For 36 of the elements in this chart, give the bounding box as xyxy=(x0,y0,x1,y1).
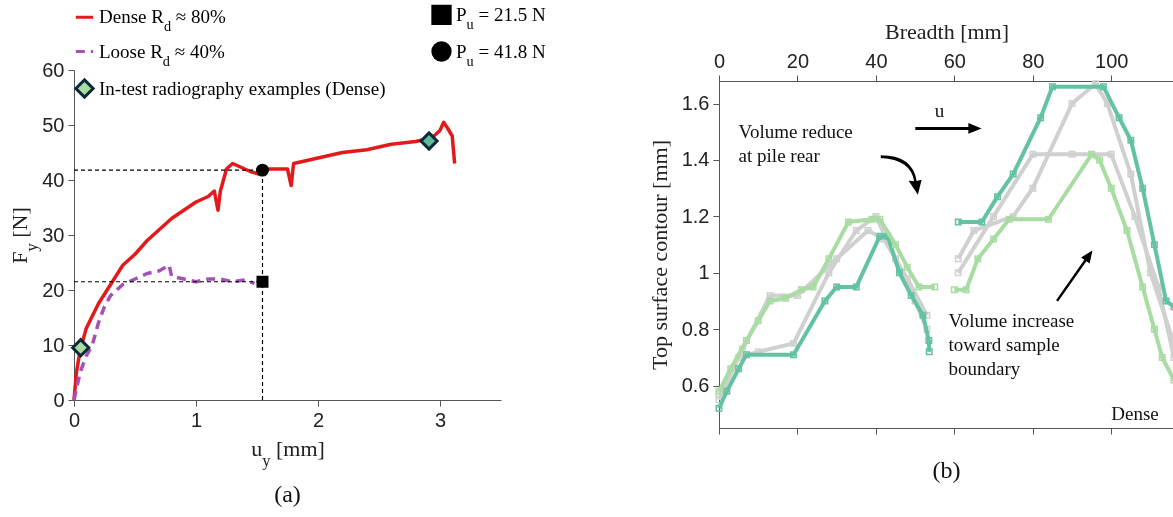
y-tick-label: 20 xyxy=(42,278,65,301)
y-tick-label: 1.2 xyxy=(681,204,710,227)
text: (b) xyxy=(932,456,961,483)
legend-label: In-test radiography examples (Dense) xyxy=(99,77,386,100)
x-tick-label: 1 xyxy=(190,408,203,431)
annotation: Volume increase toward sample boundary xyxy=(948,310,1075,380)
y-tick-label: 40 xyxy=(42,168,65,191)
y-tick-label: 0 xyxy=(53,388,65,411)
y-tick-label: 50 xyxy=(42,113,65,136)
y-axis-title: Top surface contour [mm] xyxy=(646,140,672,370)
y-tick-label: 1 xyxy=(698,261,710,284)
x-tick-label: 100 xyxy=(1095,49,1129,72)
x-tick-label: 20 xyxy=(786,49,810,72)
x-tick-label: 40 xyxy=(865,49,888,72)
y-tick-label: 0.6 xyxy=(681,374,710,397)
y-tick-label: 1.6 xyxy=(681,92,710,115)
y-tick-label: 1.4 xyxy=(681,148,710,171)
x-tick-label: 0 xyxy=(713,49,726,72)
x-tick-label: 0 xyxy=(68,408,81,431)
annotation: u xyxy=(934,100,945,122)
annotation: Dense xyxy=(1111,403,1159,425)
y-tick-label: 10 xyxy=(42,333,65,356)
legend-label: Loose R$_{d}$ ≈ 40% xyxy=(99,40,225,69)
legend-label: P$_{u}$ = 21.5 N xyxy=(456,3,546,32)
annotation: Volume reduce at pile rear xyxy=(738,121,853,167)
x-tick-label: 3 xyxy=(434,408,447,431)
x-tick-label: 60 xyxy=(943,49,966,72)
x-axis-title: u$_{y}$ [mm] xyxy=(251,435,325,469)
x-tick-label: 2 xyxy=(312,408,325,431)
x-axis-title: Breadth [mm] xyxy=(884,18,1010,44)
y-tick-label: 0.8 xyxy=(681,317,710,340)
y-tick-label: 30 xyxy=(42,223,65,246)
legend-label: Dense R$_{d}$ ≈ 80% xyxy=(99,6,226,35)
legend-label: P$_{u}$ = 41.8 N xyxy=(456,40,546,69)
x-tick-label: 80 xyxy=(1022,49,1045,72)
text: (a) xyxy=(274,481,301,507)
